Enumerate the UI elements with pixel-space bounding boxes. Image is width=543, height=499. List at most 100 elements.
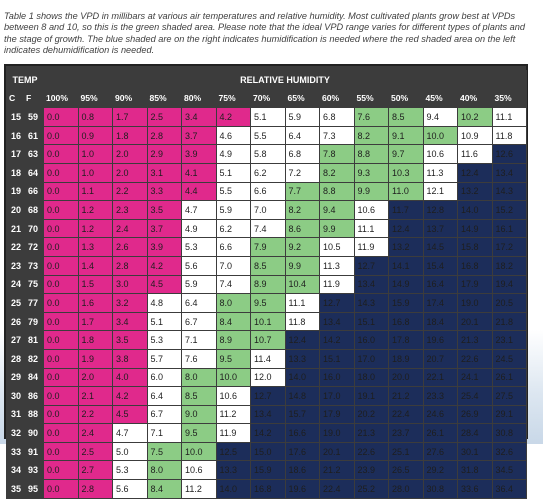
table-row: 33 91 0.0 2.5 5.0 7.5 10.0 12.5 15.0 17.6 20.1 22.6… bbox=[6, 441, 527, 462]
vpd-value-cell: 29.1 bbox=[491, 404, 527, 425]
vpd-value-cell: 11.6 bbox=[457, 144, 493, 164]
vpd-value-cell: 6.4 bbox=[181, 293, 217, 313]
vpd-value-cell: 13.3 bbox=[215, 460, 251, 481]
vpd-value-cell: 8.0 bbox=[181, 367, 217, 388]
temp-fahrenheit-cell: 64 bbox=[23, 162, 44, 183]
vpd-value-cell: 5.7 bbox=[146, 348, 182, 369]
vpd-value-cell: 2.0 bbox=[112, 144, 148, 164]
vpd-value-cell: 17.8 bbox=[388, 330, 424, 350]
vpd-value-cell: 20.1 bbox=[457, 311, 493, 332]
vpd-value-cell: 2.5 bbox=[146, 107, 182, 127]
temp-celsius-cell: 33 bbox=[6, 441, 24, 462]
vpd-value-cell: 0.0 bbox=[43, 330, 79, 350]
vpd-value-cell: 8.8 bbox=[353, 144, 389, 164]
temp-fahrenheit-cell: 73 bbox=[23, 255, 44, 276]
table-row: 25 77 0.0 1.6 3.2 4.8 6.4 8.0 9.5 11.1 12.7 14.3 15.… bbox=[6, 293, 527, 313]
humidity-column-header: 95% bbox=[77, 88, 113, 109]
temp-celsius-cell: 32 bbox=[6, 423, 24, 443]
vpd-value-cell: 1.2 bbox=[77, 218, 113, 239]
temp-fahrenheit-cell: 59 bbox=[23, 107, 44, 127]
vpd-value-cell: 34.5 bbox=[491, 460, 527, 481]
vpd-value-cell: 30.1 bbox=[457, 441, 493, 462]
temp-celsius-cell: 24 bbox=[6, 274, 24, 295]
vpd-value-cell: 18.4 bbox=[422, 311, 458, 332]
vpd-value-cell: 4.8 bbox=[146, 293, 182, 313]
vpd-value-cell: 15.9 bbox=[250, 460, 286, 481]
vpd-value-cell: 12.7 bbox=[250, 386, 286, 406]
table-row: 15 59 0.0 0.8 1.7 2.5 3.4 4.2 5.1 5.9 6.8 7.6 8.5 9.4… bbox=[6, 107, 527, 127]
vpd-value-cell: 10.6 bbox=[353, 200, 389, 220]
temp-fahrenheit-cell: 88 bbox=[23, 404, 44, 425]
vpd-value-cell: 6.8 bbox=[284, 144, 320, 164]
vpd-value-cell: 9.3 bbox=[353, 162, 389, 183]
vpd-value-cell: 18.0 bbox=[353, 367, 389, 388]
vpd-value-cell: 25.1 bbox=[388, 441, 424, 462]
vpd-value-cell: 1.1 bbox=[77, 181, 113, 202]
vpd-value-cell: 6.6 bbox=[215, 237, 251, 257]
table-row: 17 63 0.0 1.0 2.0 2.9 3.9 4.9 5.8 6.8 7.8 8.8 9.7 10.… bbox=[6, 144, 527, 164]
vpd-value-cell: 20.0 bbox=[388, 367, 424, 388]
table-row: 30 86 0.0 2.1 4.2 6.4 8.5 10.6 12.7 14.8 17.0 19.1 2… bbox=[6, 386, 527, 406]
vpd-value-cell: 12.8 bbox=[422, 200, 458, 220]
vpd-value-cell: 22.6 bbox=[457, 348, 493, 369]
vpd-value-cell: 8.9 bbox=[250, 274, 286, 295]
vpd-value-cell: 2.9 bbox=[146, 144, 182, 164]
vpd-value-cell: 4.2 bbox=[146, 255, 182, 276]
vpd-value-cell: 4.1 bbox=[181, 162, 217, 183]
vpd-value-cell: 2.3 bbox=[112, 200, 148, 220]
temp-fahrenheit-cell: 68 bbox=[23, 200, 44, 220]
vpd-value-cell: 19.0 bbox=[457, 293, 493, 313]
humidity-column-header: 50% bbox=[388, 88, 424, 109]
temp-celsius-cell: 26 bbox=[6, 311, 24, 332]
temp-fahrenheit-cell: 75 bbox=[23, 274, 44, 295]
table-row: 19 66 0.0 1.1 2.2 3.3 4.4 5.5 6.6 7.7 8.8 9.9 11.0 12… bbox=[6, 181, 527, 202]
vpd-value-cell: 4.2 bbox=[112, 386, 148, 406]
temp-celsius-cell: 35 bbox=[6, 479, 24, 499]
vpd-value-cell: 6.6 bbox=[250, 181, 286, 202]
vpd-value-cell: 19.1 bbox=[353, 386, 389, 406]
vpd-value-cell: 10.4 bbox=[284, 274, 320, 295]
vpd-value-cell: 19.6 bbox=[284, 479, 320, 499]
table-row: 18 64 0.0 1.0 2.0 3.1 4.1 5.1 6.2 7.2 8.2 9.3 10.3 11… bbox=[6, 162, 527, 183]
vpd-value-cell: 26.5 bbox=[388, 460, 424, 481]
subheader-row: C F 100% 95% 90% 85% 80% 75% 70% 65% 60% 55% 50% 45% 4… bbox=[6, 88, 527, 109]
vpd-value-cell: 5.1 bbox=[215, 162, 251, 183]
header-row: TEMP RELATIVE HUMIDITY bbox=[6, 70, 527, 90]
vpd-value-cell: 15.1 bbox=[353, 311, 389, 332]
vpd-value-cell: 2.0 bbox=[112, 162, 148, 183]
vpd-value-cell: 0.0 bbox=[43, 441, 79, 462]
table-caption: Table 1 shows the VPD in millibars at va… bbox=[4, 11, 525, 56]
vpd-value-cell: 20.5 bbox=[491, 293, 527, 313]
vpd-value-cell: 0.0 bbox=[43, 460, 79, 481]
vpd-value-cell: 13.4 bbox=[250, 404, 286, 425]
vpd-value-cell: 9.9 bbox=[284, 255, 320, 276]
temp-celsius-cell: 22 bbox=[6, 237, 24, 257]
temp-celsius-cell: 23 bbox=[6, 255, 24, 276]
vpd-value-cell: 9.4 bbox=[422, 107, 458, 127]
vpd-value-cell: 21.3 bbox=[457, 330, 493, 350]
vpd-value-cell: 30.8 bbox=[491, 423, 527, 443]
temp-fahrenheit-cell: 72 bbox=[23, 237, 44, 257]
vpd-value-cell: 3.3 bbox=[146, 181, 182, 202]
vpd-value-cell: 33.6 bbox=[457, 479, 493, 499]
vpd-value-cell: 6.7 bbox=[146, 404, 182, 425]
vpd-value-cell: 2.8 bbox=[112, 255, 148, 276]
vpd-value-cell: 26.1 bbox=[422, 423, 458, 443]
vpd-value-cell: 8.2 bbox=[284, 200, 320, 220]
temp-fahrenheit-cell: 84 bbox=[23, 367, 44, 388]
vpd-value-cell: 17.0 bbox=[353, 348, 389, 369]
vpd-value-cell: 11.7 bbox=[388, 200, 424, 220]
vpd-value-cell: 12.4 bbox=[457, 162, 493, 183]
vpd-value-cell: 9.9 bbox=[353, 181, 389, 202]
table-row: 27 81 0.0 1.8 3.5 5.3 7.1 8.9 10.7 12.4 14.2 16.0 17… bbox=[6, 330, 527, 350]
vpd-value-cell: 31.8 bbox=[457, 460, 493, 481]
vpd-value-cell: 7.0 bbox=[250, 200, 286, 220]
vpd-value-cell: 2.8 bbox=[77, 479, 113, 499]
vpd-value-cell: 1.8 bbox=[77, 330, 113, 350]
temp-fahrenheit-cell: 82 bbox=[23, 348, 44, 369]
vpd-value-cell: 11.2 bbox=[215, 404, 251, 425]
vpd-value-cell: 12.0 bbox=[250, 367, 286, 388]
vpd-value-cell: 4.9 bbox=[215, 144, 251, 164]
vpd-value-cell: 23.9 bbox=[353, 460, 389, 481]
vpd-value-cell: 10.7 bbox=[250, 330, 286, 350]
